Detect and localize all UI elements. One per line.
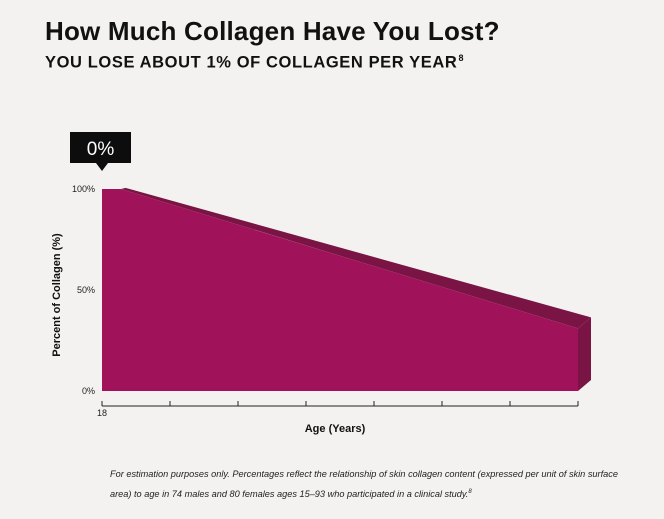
x-tick-label: 18: [97, 408, 107, 418]
y-tick-label: 50%: [77, 285, 95, 295]
page-subtitle: YOU LOSE ABOUT 1% OF COLLAGEN PER YEAR8: [45, 53, 464, 73]
indicator-callout: [70, 132, 131, 171]
area-side-face: [578, 317, 591, 391]
footnote-text: For estimation purposes only. Percentage…: [110, 469, 618, 500]
page-title: How Much Collagen Have You Lost?: [45, 16, 500, 46]
y-tick-label: 100%: [72, 184, 95, 194]
x-axis-label: Age (Years): [305, 423, 366, 435]
y-tick-label: 0%: [82, 386, 95, 396]
subtitle-text: YOU LOSE ABOUT 1% OF COLLAGEN PER YEAR: [45, 53, 458, 72]
subtitle-reference: 8: [458, 53, 465, 63]
indicator-label: 0%: [87, 139, 115, 160]
y-axis-label: Percent of Collagen (%): [51, 233, 63, 357]
footnote-reference: 8: [468, 489, 472, 495]
collagen-area: [102, 189, 578, 391]
area-top-face: [121, 187, 591, 329]
footnote: For estimation purposes only. Percentage…: [110, 465, 630, 503]
